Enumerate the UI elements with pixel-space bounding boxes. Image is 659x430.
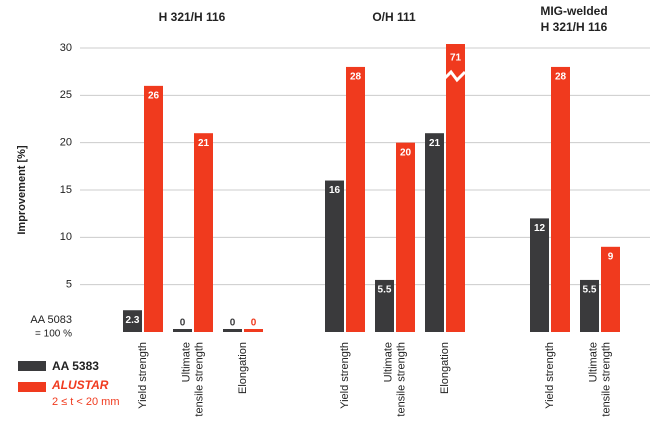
x-tick-label: Elongation	[237, 342, 249, 394]
x-tick-label: Elongation	[439, 342, 451, 394]
x-tick-label: Ultimate	[382, 342, 394, 382]
legend-swatch	[18, 361, 46, 371]
value-label: 5.5	[378, 285, 392, 296]
value-label: 0	[230, 318, 236, 329]
bar	[244, 329, 263, 332]
y-tick-label: 5	[66, 279, 72, 291]
value-label: 12	[534, 223, 546, 234]
value-label: 28	[350, 72, 362, 83]
y-axis-label: Improvement [%]	[16, 145, 28, 235]
axis-break	[443, 69, 467, 83]
legend-label: AA 5383	[52, 359, 99, 373]
value-label: 16	[329, 185, 341, 196]
baseline-note: = 100 %	[35, 329, 72, 340]
bar	[425, 133, 444, 332]
value-label: 21	[198, 138, 210, 149]
bar	[375, 279, 394, 332]
value-label: 26	[148, 91, 160, 102]
value-label: 2.3	[126, 315, 140, 326]
y-tick-label: 25	[60, 89, 72, 101]
group-title: H 321/H 116	[541, 20, 608, 34]
x-tick-label: Yield strength	[339, 342, 351, 409]
bar	[551, 66, 570, 332]
legend-swatch	[18, 382, 46, 392]
legend-subtitle: 2 ≤ t < 20 mm	[52, 396, 119, 408]
bar	[325, 180, 344, 332]
bar	[530, 218, 549, 332]
value-label: 0	[180, 318, 186, 329]
x-tick-label: Yield strength	[137, 342, 149, 409]
bar	[601, 246, 620, 332]
bar	[223, 329, 242, 332]
bar	[173, 329, 192, 332]
value-label: 5.5	[583, 285, 597, 296]
value-label: 20	[400, 147, 412, 158]
value-label: 9	[608, 251, 614, 262]
group-title: MIG-welded	[540, 4, 607, 18]
group-title: H 321/H 116	[159, 10, 226, 24]
value-label: 28	[555, 72, 567, 83]
legend-label: ALUSTAR	[51, 378, 109, 392]
value-label: 71	[450, 53, 462, 64]
bar	[396, 142, 415, 332]
x-tick-label: tensile strength	[395, 342, 407, 417]
baseline-note: AA 5083	[30, 314, 72, 326]
x-tick-label: Ultimate	[180, 342, 192, 382]
value-label: 0	[251, 318, 257, 329]
value-label: 21	[429, 138, 441, 149]
bar	[194, 133, 213, 332]
y-tick-label: 15	[60, 184, 72, 196]
x-tick-label: tensile strength	[193, 342, 205, 417]
bar	[446, 44, 465, 333]
group-title: O/H 111	[372, 10, 416, 24]
bar	[580, 279, 599, 332]
x-tick-label: Yield strength	[544, 342, 556, 409]
y-tick-label: 20	[60, 137, 72, 149]
plot-area	[123, 44, 620, 333]
bar	[123, 310, 142, 332]
y-tick-label: 10	[60, 231, 72, 243]
bar	[346, 66, 365, 332]
x-tick-label: Ultimate	[587, 342, 599, 382]
x-tick-label: tensile strength	[600, 342, 612, 417]
bar	[144, 85, 163, 332]
y-tick-label: 30	[60, 42, 72, 54]
